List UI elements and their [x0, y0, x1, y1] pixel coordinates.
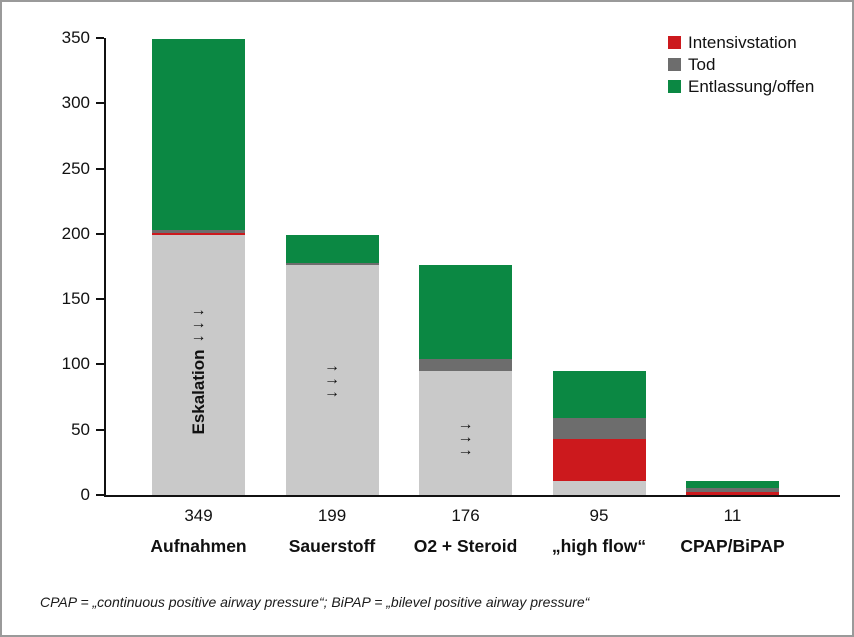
- bar-chart-plot-area: 0 50 100 150 200 250 300 350 349 Aufnahmen 199 Saue…: [2, 2, 852, 592]
- bar-value-high-flow: 95: [589, 506, 609, 525]
- legend-swatch-intensivstation: [668, 36, 681, 49]
- legend-label-entlassung-offen: Entlassung/offen: [688, 77, 815, 96]
- escalation-arrows-sauerstoff: → → →: [317, 358, 347, 401]
- bar-sauerstoff-segment-eskalation-weiter-eskaliert: [285, 265, 379, 495]
- y-axis-tick: [96, 102, 104, 105]
- bar-o2-steroid-segment-tod: [419, 359, 512, 371]
- legend-swatch-tod: [668, 58, 681, 71]
- bar-cpap-bipap-segment-entlassung-offen: [686, 480, 779, 489]
- bar-cpap-bipap-segment-tod: [686, 488, 779, 493]
- y-axis-tick: [96, 298, 104, 301]
- y-axis-tick: [96, 167, 104, 170]
- legend-item-intensivstation: Intensivstation: [668, 32, 814, 53]
- legend-item-entlassung-offen: Entlassung/offen: [668, 76, 814, 97]
- legend-label-tod: Tod: [688, 55, 716, 74]
- escalation-label: Eskalation: [188, 349, 208, 435]
- bar-aufnahmen-segment-entlassung-offen: [152, 39, 245, 230]
- y-axis-tick: [96, 363, 104, 366]
- bar-aufnahmen-segment-eskalation-weiter-eskaliert: [152, 235, 245, 495]
- legend-label-intensivstation: Intensivstation: [688, 33, 797, 52]
- bar-high-flow-segment-tod: [552, 417, 646, 439]
- x-axis-line: [104, 495, 840, 497]
- x-axis-label-cpap-bipap: CPAP/BiPAP: [680, 536, 785, 556]
- escalation-arrows-aufnahmen: → → →: [184, 302, 214, 345]
- bar-value-aufnahmen: 349: [184, 506, 213, 525]
- arrow-right-icon: →: [190, 302, 207, 319]
- bar-value-o2-steroid: 176: [451, 506, 480, 525]
- x-axis-label-aufnahmen: Aufnahmen: [150, 536, 247, 556]
- bar-high-flow-segment-entlassung-offen: [552, 370, 646, 418]
- arrow-right-icon: →: [324, 371, 340, 388]
- bar-high-flow-segment-intensivstation: [552, 438, 646, 481]
- bar-aufnahmen-segment-tod: [152, 229, 245, 233]
- arrow-right-icon: →: [190, 315, 207, 332]
- y-axis-tick-label: 150: [61, 289, 90, 309]
- bar-cpap-bipap-segment-intensivstation: [686, 492, 779, 495]
- bar-sauerstoff-segment-tod: [285, 262, 379, 266]
- legend: Intensivstation Tod Entlassung/offen: [668, 32, 814, 98]
- y-axis-tick-label: 100: [61, 354, 90, 374]
- y-axis-tick-label: 50: [71, 419, 90, 439]
- x-axis-label-o2-steroid: O2 + Steroid: [413, 536, 518, 556]
- bar-o2-steroid-segment-eskalation-weiter-eskaliert: [419, 370, 512, 495]
- y-axis-tick-label: 350: [61, 28, 90, 47]
- y-axis-tick-label: 250: [61, 158, 90, 178]
- bar-high-flow-segment-eskalation-weiter-eskaliert: [552, 480, 646, 495]
- legend-item-tod: Tod: [668, 54, 814, 75]
- arrow-right-icon: →: [457, 442, 474, 459]
- arrow-right-icon: →: [457, 429, 474, 446]
- bar-o2-steroid-segment-entlassung-offen: [419, 265, 512, 360]
- footnote: CPAP = „continuous positive airway press…: [40, 594, 590, 610]
- arrow-right-icon: →: [324, 384, 340, 401]
- arrow-right-icon: →: [324, 358, 340, 375]
- y-axis-tick: [96, 37, 104, 39]
- bar-aufnahmen-segment-intensivstation: [152, 232, 245, 236]
- x-axis-label-sauerstoff: Sauerstoff: [288, 536, 376, 556]
- bar-sauerstoff-segment-entlassung-offen: [285, 235, 379, 263]
- y-axis-tick: [96, 232, 104, 235]
- bar-value-sauerstoff: 199: [317, 506, 347, 525]
- y-axis-tick-label: 300: [61, 93, 90, 113]
- y-axis-tick: [96, 494, 104, 496]
- y-axis-line: [104, 38, 106, 497]
- arrow-right-icon: →: [190, 328, 207, 345]
- x-axis-label-high-flow: „high flow“: [551, 536, 647, 556]
- y-axis-tick-label: 200: [61, 223, 90, 243]
- y-axis-tick-label: 0: [80, 485, 90, 504]
- bar-value-cpap-bipap: 11: [723, 506, 742, 525]
- legend-swatch-entlassung-offen: [668, 80, 681, 93]
- arrow-right-icon: →: [457, 416, 474, 433]
- escalation-arrows-o2-steroid: → → →: [451, 416, 481, 459]
- y-axis-tick: [96, 428, 104, 431]
